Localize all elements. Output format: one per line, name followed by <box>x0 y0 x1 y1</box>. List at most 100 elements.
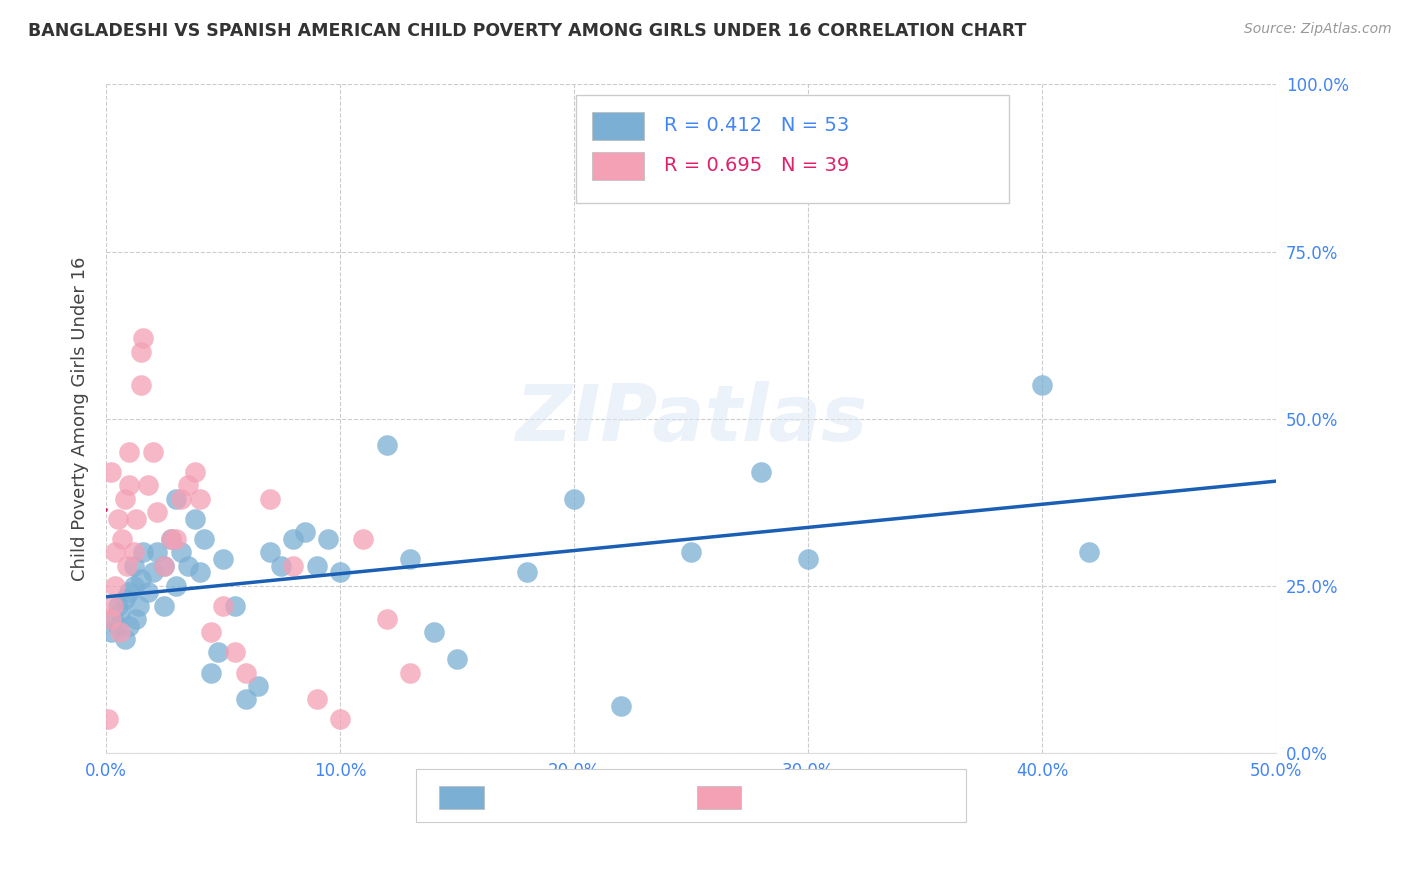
Point <box>235 665 257 680</box>
Text: R = 0.695   N = 39: R = 0.695 N = 39 <box>664 156 849 175</box>
Point <box>679 545 702 559</box>
Point <box>129 344 152 359</box>
Point <box>100 612 122 626</box>
Point <box>375 612 398 626</box>
Point <box>146 545 169 559</box>
Point <box>352 532 374 546</box>
Point <box>165 532 187 546</box>
Point <box>118 478 141 492</box>
FancyBboxPatch shape <box>697 786 741 809</box>
Point <box>749 465 772 479</box>
Point <box>122 545 145 559</box>
Point <box>129 572 152 586</box>
Point <box>170 545 193 559</box>
Point <box>160 532 183 546</box>
Point <box>122 558 145 573</box>
Point <box>177 478 200 492</box>
Point <box>160 532 183 546</box>
Point <box>111 532 134 546</box>
Point <box>114 632 136 647</box>
Point <box>165 579 187 593</box>
Point <box>115 558 138 573</box>
Point <box>128 599 150 613</box>
Point <box>153 558 176 573</box>
FancyBboxPatch shape <box>592 152 644 180</box>
Point <box>114 592 136 607</box>
Text: Source: ZipAtlas.com: Source: ZipAtlas.com <box>1244 22 1392 37</box>
Point <box>305 558 328 573</box>
Point <box>184 465 207 479</box>
Point <box>375 438 398 452</box>
Point <box>108 625 131 640</box>
Point <box>305 692 328 706</box>
Point <box>207 645 229 659</box>
Point <box>294 525 316 540</box>
Point <box>153 558 176 573</box>
Text: Spanish Americans: Spanish Americans <box>752 788 911 805</box>
Point <box>184 512 207 526</box>
FancyBboxPatch shape <box>440 786 484 809</box>
Point <box>122 579 145 593</box>
Point <box>136 478 159 492</box>
Point <box>107 599 129 613</box>
Point <box>797 552 820 566</box>
Point <box>136 585 159 599</box>
Text: BANGLADESHI VS SPANISH AMERICAN CHILD POVERTY AMONG GIRLS UNDER 16 CORRELATION C: BANGLADESHI VS SPANISH AMERICAN CHILD PO… <box>28 22 1026 40</box>
Point <box>170 491 193 506</box>
Point <box>165 491 187 506</box>
Point <box>562 491 585 506</box>
Point <box>329 712 352 726</box>
Point <box>270 558 292 573</box>
Point <box>101 612 124 626</box>
Point <box>200 665 222 680</box>
Point <box>235 692 257 706</box>
Point <box>146 505 169 519</box>
FancyBboxPatch shape <box>416 770 966 822</box>
Point <box>212 599 235 613</box>
Point <box>118 445 141 459</box>
Point <box>399 552 422 566</box>
Text: R = 0.412   N = 53: R = 0.412 N = 53 <box>664 116 849 135</box>
Point <box>610 698 633 713</box>
Point <box>114 491 136 506</box>
Point <box>107 512 129 526</box>
FancyBboxPatch shape <box>592 112 644 140</box>
Point <box>108 606 131 620</box>
Point <box>153 599 176 613</box>
Point <box>142 566 165 580</box>
Point <box>107 619 129 633</box>
Point <box>104 579 127 593</box>
Point <box>118 585 141 599</box>
Point <box>399 665 422 680</box>
Point <box>132 331 155 345</box>
Point <box>281 532 304 546</box>
Point <box>200 625 222 640</box>
Point <box>101 599 124 613</box>
Point <box>329 566 352 580</box>
Point <box>104 545 127 559</box>
Point <box>188 491 211 506</box>
Point <box>125 612 148 626</box>
Text: ZIPatlas: ZIPatlas <box>515 381 868 457</box>
Point <box>97 712 120 726</box>
FancyBboxPatch shape <box>576 95 1010 203</box>
Point <box>316 532 339 546</box>
Point <box>193 532 215 546</box>
Point <box>516 566 538 580</box>
Point <box>177 558 200 573</box>
Point <box>188 566 211 580</box>
Point <box>100 465 122 479</box>
Point <box>247 679 270 693</box>
Point <box>446 652 468 666</box>
Point <box>129 378 152 392</box>
Point <box>224 645 246 659</box>
Point <box>100 625 122 640</box>
Point <box>118 619 141 633</box>
Y-axis label: Child Poverty Among Girls Under 16: Child Poverty Among Girls Under 16 <box>72 256 89 581</box>
Point <box>132 545 155 559</box>
Point <box>259 545 281 559</box>
Point <box>259 491 281 506</box>
Point <box>224 599 246 613</box>
Point <box>422 625 444 640</box>
Text: Bangladeshis: Bangladeshis <box>495 788 605 805</box>
